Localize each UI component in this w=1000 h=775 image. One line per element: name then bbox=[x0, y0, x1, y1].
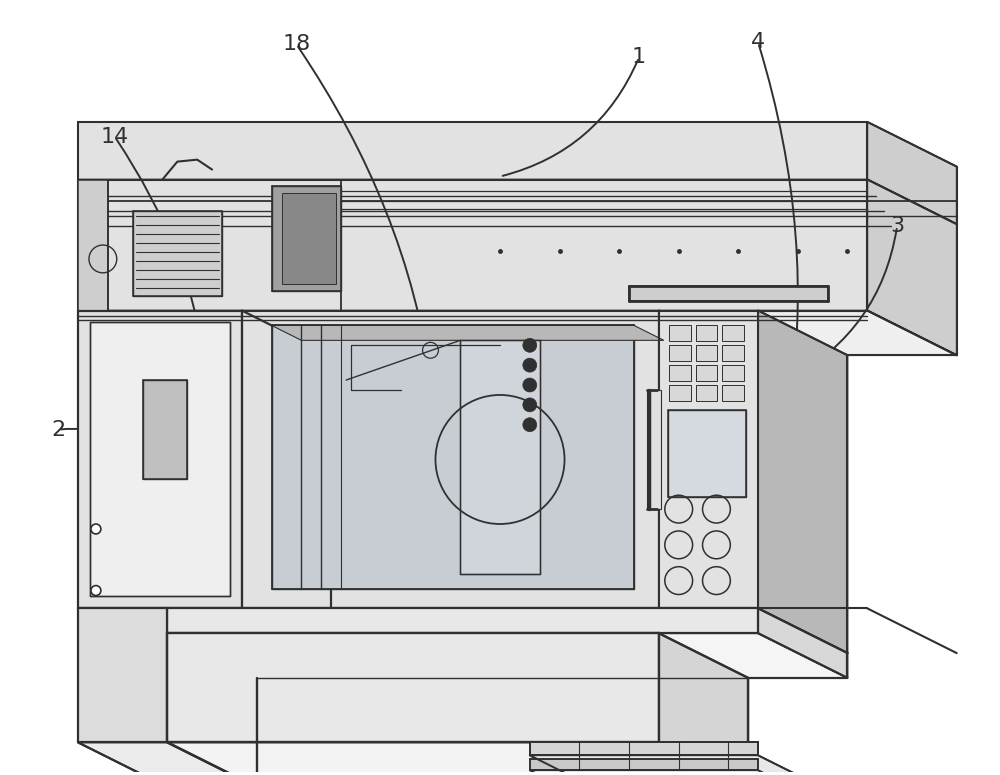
Text: 3: 3 bbox=[890, 216, 904, 236]
Polygon shape bbox=[282, 194, 336, 284]
Polygon shape bbox=[758, 311, 847, 653]
Polygon shape bbox=[90, 322, 230, 597]
Polygon shape bbox=[460, 340, 540, 574]
Polygon shape bbox=[668, 410, 746, 498]
Circle shape bbox=[523, 418, 537, 432]
Circle shape bbox=[91, 524, 101, 534]
Polygon shape bbox=[669, 346, 691, 361]
Polygon shape bbox=[242, 311, 659, 608]
Polygon shape bbox=[722, 326, 744, 341]
Polygon shape bbox=[659, 608, 847, 653]
Polygon shape bbox=[272, 326, 634, 588]
Text: 4: 4 bbox=[751, 33, 765, 53]
Polygon shape bbox=[530, 742, 758, 756]
Polygon shape bbox=[167, 633, 847, 678]
Polygon shape bbox=[722, 365, 744, 381]
Text: 1: 1 bbox=[632, 47, 646, 67]
Polygon shape bbox=[133, 212, 222, 296]
Polygon shape bbox=[696, 346, 717, 361]
Polygon shape bbox=[78, 180, 108, 311]
Polygon shape bbox=[78, 608, 331, 653]
Polygon shape bbox=[722, 385, 744, 401]
Polygon shape bbox=[867, 180, 957, 355]
Polygon shape bbox=[530, 770, 847, 775]
Circle shape bbox=[523, 358, 537, 372]
Polygon shape bbox=[78, 311, 242, 608]
Text: 14: 14 bbox=[101, 127, 129, 146]
Circle shape bbox=[91, 586, 101, 595]
Polygon shape bbox=[78, 311, 957, 355]
Polygon shape bbox=[669, 365, 691, 381]
Circle shape bbox=[523, 339, 537, 353]
Polygon shape bbox=[696, 365, 717, 381]
Polygon shape bbox=[167, 608, 758, 633]
Polygon shape bbox=[78, 608, 167, 742]
Polygon shape bbox=[696, 326, 717, 341]
Polygon shape bbox=[867, 122, 957, 224]
Polygon shape bbox=[78, 742, 257, 775]
Polygon shape bbox=[530, 756, 847, 775]
Polygon shape bbox=[272, 187, 341, 291]
Polygon shape bbox=[629, 286, 828, 301]
Polygon shape bbox=[242, 311, 331, 653]
Polygon shape bbox=[78, 180, 957, 224]
Polygon shape bbox=[272, 326, 664, 340]
Polygon shape bbox=[722, 346, 744, 361]
Polygon shape bbox=[167, 633, 659, 742]
Circle shape bbox=[523, 398, 537, 412]
Polygon shape bbox=[530, 760, 758, 770]
Polygon shape bbox=[167, 742, 748, 775]
Polygon shape bbox=[669, 385, 691, 401]
Polygon shape bbox=[143, 380, 187, 479]
Circle shape bbox=[523, 378, 537, 392]
Polygon shape bbox=[78, 122, 867, 180]
Text: 18: 18 bbox=[282, 34, 311, 54]
Polygon shape bbox=[659, 311, 758, 608]
Polygon shape bbox=[78, 180, 867, 311]
Polygon shape bbox=[659, 633, 748, 775]
Polygon shape bbox=[758, 608, 847, 678]
Polygon shape bbox=[647, 390, 661, 509]
Text: 2: 2 bbox=[51, 420, 65, 439]
Polygon shape bbox=[669, 326, 691, 341]
Polygon shape bbox=[696, 385, 717, 401]
Polygon shape bbox=[659, 311, 748, 653]
